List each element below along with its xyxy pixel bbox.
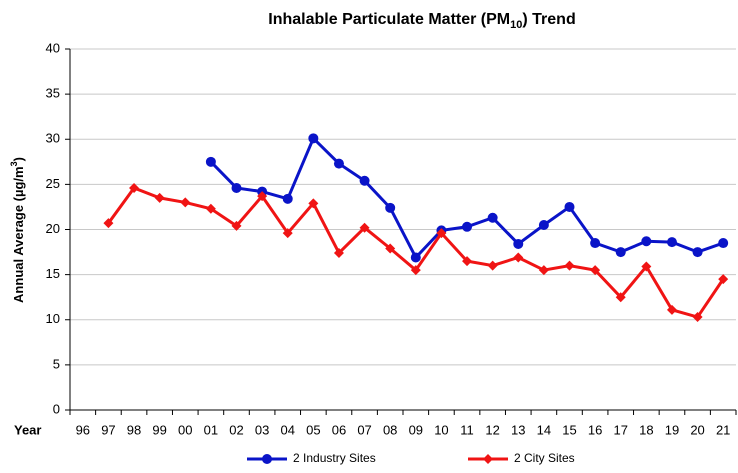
legend-label: 2 City Sites xyxy=(514,451,575,465)
x-tick-label: 03 xyxy=(255,422,269,437)
y-tick-label: 5 xyxy=(53,356,60,371)
marker xyxy=(308,133,319,144)
y-tick-label: 25 xyxy=(46,176,60,191)
x-tick-label: 19 xyxy=(665,422,679,437)
marker xyxy=(359,175,370,186)
marker xyxy=(590,265,601,276)
marker xyxy=(615,292,626,303)
marker xyxy=(692,247,703,258)
marker xyxy=(692,312,703,323)
marker xyxy=(385,243,396,254)
marker xyxy=(641,261,652,272)
marker xyxy=(590,238,601,249)
y-tick-label: 40 xyxy=(46,40,60,55)
marker xyxy=(718,274,729,285)
y-tick-label: 20 xyxy=(46,221,60,236)
marker xyxy=(487,260,498,271)
y-tick-label: 35 xyxy=(46,86,60,101)
marker xyxy=(462,256,473,267)
y-tick-label: 0 xyxy=(53,401,60,416)
x-tick-label: 07 xyxy=(357,422,371,437)
marker xyxy=(564,260,575,271)
marker xyxy=(666,304,677,315)
marker xyxy=(564,201,575,212)
y-label-end: ) xyxy=(11,157,26,161)
x-tick-label: 96 xyxy=(76,422,90,437)
x-tick-label: 06 xyxy=(332,422,346,437)
marker xyxy=(483,454,493,464)
marker xyxy=(205,156,216,167)
marker xyxy=(231,182,242,193)
x-tick-label: 16 xyxy=(588,422,602,437)
marker xyxy=(538,219,549,230)
x-tick-label: 97 xyxy=(101,422,115,437)
legend-label: 2 Industry Sites xyxy=(293,451,376,465)
marker xyxy=(129,182,140,193)
marker xyxy=(257,191,268,202)
marker xyxy=(359,222,370,233)
marker xyxy=(282,193,293,204)
marker xyxy=(205,203,216,214)
marker xyxy=(410,252,421,263)
marker xyxy=(180,197,191,208)
x-tick-label: 12 xyxy=(485,422,499,437)
x-tick-label: 02 xyxy=(229,422,243,437)
x-tick-label: 05 xyxy=(306,422,320,437)
marker xyxy=(410,265,421,276)
marker xyxy=(385,202,396,213)
marker xyxy=(231,220,242,231)
title-end: ) Trend xyxy=(522,11,575,28)
marker xyxy=(436,228,447,239)
x-tick-label: 21 xyxy=(716,422,730,437)
marker xyxy=(333,158,344,169)
x-tick-label: 00 xyxy=(178,422,192,437)
y-label-sup: 3 xyxy=(9,161,19,166)
marker xyxy=(513,252,524,263)
x-tick-label: 98 xyxy=(127,422,141,437)
y-tick-label: 10 xyxy=(46,311,60,326)
y-tick-label: 15 xyxy=(46,266,60,281)
y-label-main: Annual Average (µg/m xyxy=(11,166,26,303)
marker xyxy=(487,212,498,223)
marker xyxy=(513,238,524,249)
x-tick-label: 13 xyxy=(511,422,525,437)
marker xyxy=(615,247,626,258)
x-axis-label: Year xyxy=(14,422,41,437)
marker xyxy=(154,192,165,203)
x-tick-label: 14 xyxy=(537,422,551,437)
marker xyxy=(103,218,114,229)
x-tick-label: 17 xyxy=(613,422,627,437)
marker xyxy=(538,265,549,276)
x-tick-label: 01 xyxy=(204,422,218,437)
x-tick-label: 15 xyxy=(562,422,576,437)
x-tick-label: 04 xyxy=(280,422,294,437)
marker xyxy=(282,228,293,239)
y-tick-label: 30 xyxy=(46,131,60,146)
x-tick-label: 99 xyxy=(152,422,166,437)
y-axis-label: Annual Average (µg/m3) xyxy=(9,157,26,303)
x-tick-label: 10 xyxy=(434,422,448,437)
title-sub: 10 xyxy=(510,19,522,31)
x-tick-label: 11 xyxy=(460,422,474,437)
marker xyxy=(333,247,344,258)
marker xyxy=(641,236,652,247)
x-tick-label: 09 xyxy=(409,422,423,437)
marker xyxy=(262,454,272,464)
marker xyxy=(308,198,319,209)
x-tick-label: 18 xyxy=(639,422,653,437)
x-tick-label: 08 xyxy=(383,422,397,437)
chart-title: Inhalable Particulate Matter (PM10) Tren… xyxy=(268,11,575,31)
title-main: Inhalable Particulate Matter (PM xyxy=(268,11,510,28)
marker xyxy=(462,221,473,232)
x-tick-label: 20 xyxy=(690,422,704,437)
marker xyxy=(666,237,677,248)
marker xyxy=(718,238,729,249)
